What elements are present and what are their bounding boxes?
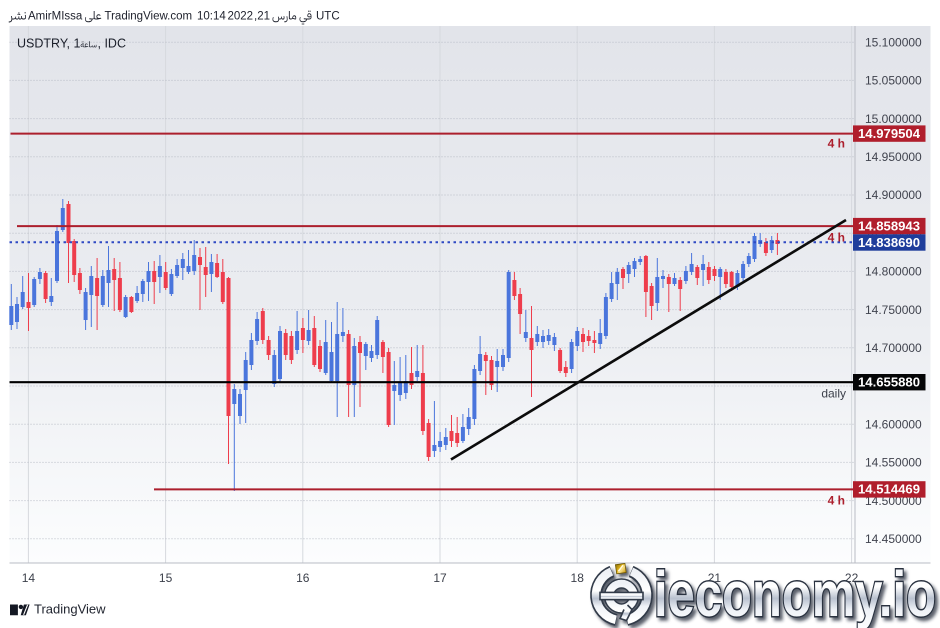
svg-text:15: 15 <box>159 571 173 585</box>
svg-text:14.858943: 14.858943 <box>858 218 920 233</box>
svg-text:17: 17 <box>433 571 447 585</box>
svg-text:14.655880: 14.655880 <box>858 375 920 390</box>
svg-text:14.750000: 14.750000 <box>865 303 922 317</box>
svg-text:2022: 2022 <box>228 11 254 23</box>
svg-text:4 h: 4 h <box>828 137 845 151</box>
svg-text:TradingView.com: TradingView.com <box>105 11 193 23</box>
svg-text:UTC: UTC <box>316 11 340 23</box>
svg-text:14.700000: 14.700000 <box>865 341 922 355</box>
svg-text:,21: ,21 <box>254 11 270 23</box>
svg-text:, IDC: , IDC <box>98 36 126 50</box>
svg-text:14.550000: 14.550000 <box>865 456 922 470</box>
svg-text:14.514469: 14.514469 <box>858 482 920 497</box>
svg-text:14.838690: 14.838690 <box>858 235 920 250</box>
svg-text:AmirMIssa: AmirMIssa <box>28 11 83 23</box>
svg-text:14.450000: 14.450000 <box>865 532 922 546</box>
svg-text:daily: daily <box>821 387 846 401</box>
svg-text:4 h: 4 h <box>828 231 845 245</box>
svg-text:14.600000: 14.600000 <box>865 417 922 431</box>
svg-text:14.950000: 14.950000 <box>865 150 922 164</box>
svg-text:15.100000: 15.100000 <box>865 35 922 49</box>
svg-text:4 h: 4 h <box>828 494 845 508</box>
svg-text:USDTRY, 1: USDTRY, 1 <box>17 36 81 50</box>
svg-text:21: 21 <box>708 571 722 585</box>
svg-text:14.979504: 14.979504 <box>858 126 921 141</box>
svg-text:14.900000: 14.900000 <box>865 188 922 202</box>
svg-text:14.800000: 14.800000 <box>865 265 922 279</box>
svg-text:14: 14 <box>22 571 36 585</box>
svg-text:22: 22 <box>845 571 859 585</box>
svg-text:15.000000: 15.000000 <box>865 112 922 126</box>
svg-text:10:14: 10:14 <box>197 11 226 23</box>
svg-text:TradingView: TradingView <box>34 602 106 617</box>
svg-text:18: 18 <box>571 571 585 585</box>
svg-text:ieconomy.io: ieconomy.io <box>654 558 936 628</box>
svg-text:15.050000: 15.050000 <box>865 74 922 88</box>
svg-text:16: 16 <box>296 571 310 585</box>
